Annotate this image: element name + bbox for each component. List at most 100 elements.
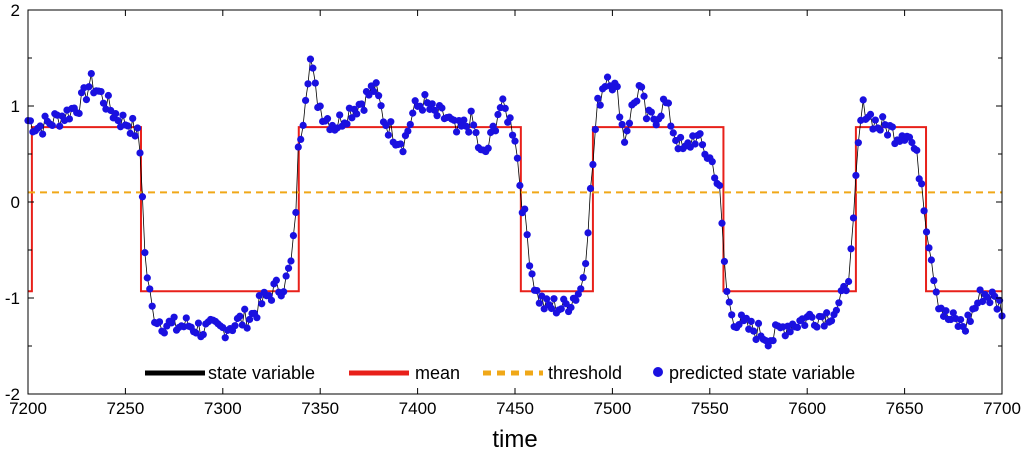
legend: state variable mean threshold predicted … xyxy=(145,363,855,383)
predicted-point xyxy=(676,133,685,142)
predicted-point xyxy=(669,129,677,137)
predicted-point xyxy=(272,276,280,284)
predicted-point xyxy=(511,137,519,145)
predicted-point xyxy=(508,131,517,139)
y-tick-label: 2 xyxy=(11,1,20,20)
predicted-point xyxy=(589,160,597,169)
predicted-point xyxy=(813,323,821,331)
predicted-point xyxy=(129,114,137,123)
predicted-point xyxy=(280,288,288,296)
predicted-point xyxy=(966,317,974,325)
predicted-point xyxy=(358,100,366,108)
predicted-point xyxy=(625,119,634,127)
predicted-point xyxy=(323,115,332,123)
predicted-point xyxy=(747,317,755,325)
predicted-point xyxy=(866,110,875,118)
x-tick-label: 7450 xyxy=(496,399,534,418)
predicted-point xyxy=(942,307,950,315)
predicted-point xyxy=(577,285,585,293)
predicted-point xyxy=(136,149,144,157)
predicted-point xyxy=(253,314,261,322)
predicted-point xyxy=(452,128,461,136)
predicted-point xyxy=(957,315,965,324)
predicted-point xyxy=(557,305,565,313)
predicted-point xyxy=(499,95,507,103)
predicted-point xyxy=(360,106,368,114)
predicted-point xyxy=(920,207,928,215)
predicted-point xyxy=(725,298,733,306)
predicted-point xyxy=(723,287,731,296)
predicted-point xyxy=(818,313,826,321)
predicted-point xyxy=(36,122,44,130)
predicted-point xyxy=(182,314,190,322)
predicted-point xyxy=(384,131,392,139)
predicted-point xyxy=(842,287,850,295)
predicted-point xyxy=(718,219,726,227)
predicted-point xyxy=(854,139,862,147)
predicted-point xyxy=(845,277,853,286)
predicted-point xyxy=(396,140,405,148)
predicted-point xyxy=(647,108,655,116)
predicted-point xyxy=(501,104,509,113)
predicted-point xyxy=(550,295,558,303)
predicted-point xyxy=(241,305,249,313)
predicted-point xyxy=(596,101,604,109)
predicted-point xyxy=(708,158,716,166)
predicted-point xyxy=(657,112,665,120)
predicted-point xyxy=(297,135,305,143)
predicted-point xyxy=(750,327,758,335)
predicted-point xyxy=(336,111,344,119)
predicted-point xyxy=(616,113,624,121)
predicted-point xyxy=(603,73,612,81)
predicted-point xyxy=(908,138,916,147)
predicted-point xyxy=(194,319,203,327)
predicted-point xyxy=(372,79,380,87)
predicted-point xyxy=(513,154,522,162)
predicted-point xyxy=(567,303,575,312)
predicted-point xyxy=(199,330,207,339)
predicted-point xyxy=(143,274,151,282)
predicted-point xyxy=(978,297,987,306)
predicted-point xyxy=(786,328,794,336)
predicted-point xyxy=(304,80,312,88)
predicted-point xyxy=(591,125,599,134)
predicted-point xyxy=(387,118,395,126)
predicted-point xyxy=(633,97,641,105)
predicted-point xyxy=(961,327,970,335)
predicted-point xyxy=(976,286,984,294)
predicted-point xyxy=(245,315,254,324)
predicted-point xyxy=(586,184,595,193)
ticks-layer: 7200 7250 7300 7350 7400 7450 7500 7550 7600 7650… xyxy=(5,1,1021,418)
predicted-point xyxy=(48,121,56,130)
predicted-point xyxy=(618,120,626,129)
predicted-point xyxy=(438,104,446,112)
predicted-point xyxy=(801,321,809,330)
y-tick-label: -2 xyxy=(5,385,20,404)
predicted-point xyxy=(170,313,178,321)
predicted-point xyxy=(470,121,478,129)
x-tick-label: 7500 xyxy=(593,399,631,418)
predicted-point xyxy=(287,257,295,265)
predicted-point xyxy=(932,288,940,296)
predicted-point xyxy=(913,146,921,154)
x-tick-label: 7700 xyxy=(983,399,1021,418)
predicted-point xyxy=(528,270,536,278)
predicted-point xyxy=(97,87,105,96)
x-tick-label: 7350 xyxy=(301,399,339,418)
predicted-point xyxy=(993,305,1001,313)
predicted-point xyxy=(124,122,132,130)
predicted-point xyxy=(652,121,660,129)
predicted-point xyxy=(462,122,470,130)
legend-swatch-predicted xyxy=(653,367,663,377)
y-tick-label: 1 xyxy=(11,97,20,116)
predicted-point xyxy=(243,324,251,332)
predicted-point xyxy=(516,181,524,190)
predicted-point xyxy=(572,296,580,304)
predicted-point xyxy=(99,99,108,107)
predicted-points-layer xyxy=(24,55,1006,350)
x-tick-label: 7400 xyxy=(399,399,437,418)
x-tick-label: 7600 xyxy=(788,399,826,418)
predicted-point xyxy=(353,110,361,118)
predicted-point xyxy=(292,208,300,217)
predicted-point xyxy=(832,306,841,314)
